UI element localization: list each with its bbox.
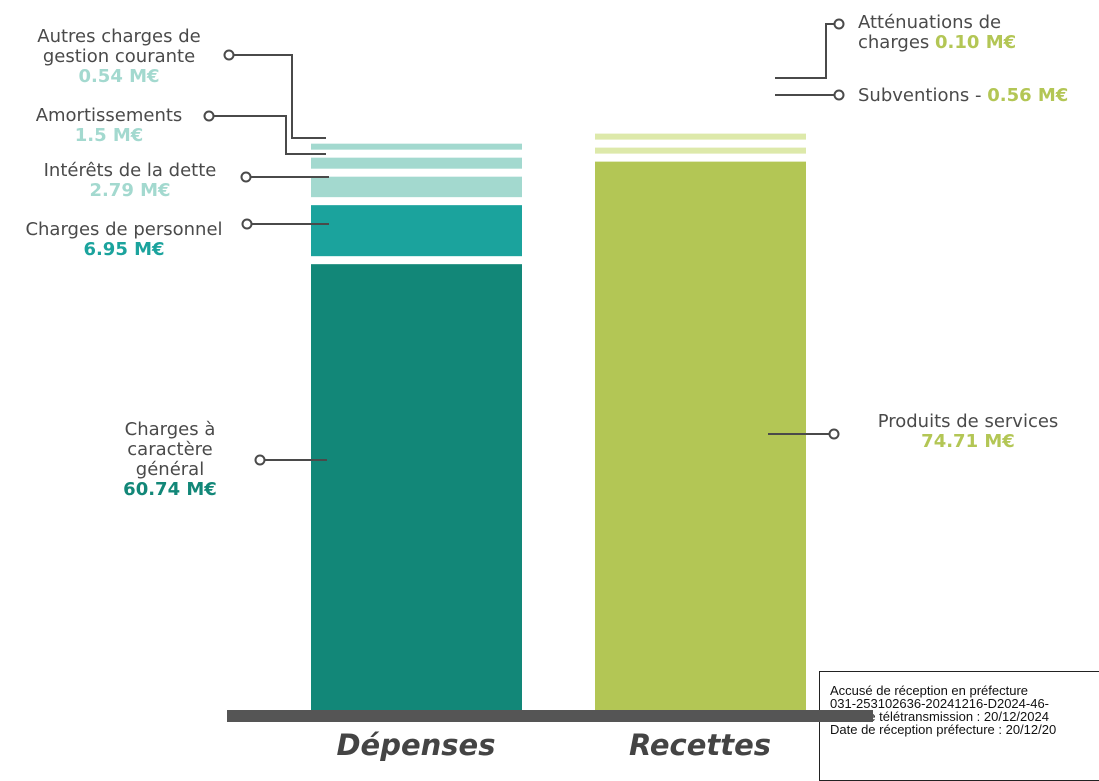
bar-recettes-segment-1 [595, 147, 806, 154]
bar-recettes-segment-0 [595, 161, 806, 710]
leader-line-autres [234, 54, 326, 139]
stamp-line-3: Date de télétransmission : 20/12/2024 [830, 709, 1049, 724]
bar-depenses-segment-2 [311, 176, 522, 198]
stamp-line-2: 031-253102636-20241216-D2024-46- [830, 696, 1050, 711]
label-interets-value: 2.79 M€ [89, 180, 171, 201]
baseline [227, 710, 827, 722]
label-interets: Intérêts de la dette 2.79 M€ [24, 161, 236, 201]
leader-lines [203, 18, 845, 466]
label-personnel-value: 6.95 M€ [83, 239, 165, 260]
leader-dot-personnel [241, 218, 253, 230]
label-produits: Produits de services 74.71 M€ [858, 412, 1078, 452]
label-autres-line1: Autres charges de [37, 26, 201, 47]
label-general-line1: Charges à [124, 419, 216, 440]
label-general: Charges à caractère général 60.74 M€ [90, 420, 250, 500]
label-attenuations-line1: Atténuations de [858, 12, 1002, 33]
label-autres: Autres charges de gestion courante 0.54 … [14, 27, 224, 87]
bar-depenses-segment-0 [311, 264, 522, 710]
label-general-line2: caractère [127, 439, 213, 460]
label-attenuations-word: charges [858, 32, 936, 53]
label-general-line3: général [135, 459, 205, 480]
stacked-bar-chart [203, 18, 845, 722]
label-attenuations-line2: charges 0.10 M€ [858, 33, 1088, 53]
label-amort: Amortissements 1.5 M€ [14, 106, 204, 146]
leader-dot-general [254, 454, 266, 466]
leader-dot-interets [240, 171, 252, 183]
bar-depenses-segment-4 [311, 143, 522, 150]
bar-recettes-segment-2 [595, 133, 806, 140]
category-label-recettes: Recettes [628, 728, 772, 762]
label-amort-name: Amortissements [35, 105, 183, 126]
reception-stamp: Accusé de réception en préfecture 031-25… [819, 671, 1099, 781]
label-subventions-value: 0.56 M€ [987, 85, 1069, 106]
leader-dot-autres [223, 49, 235, 61]
label-produits-name: Produits de services [877, 411, 1059, 432]
label-interets-name: Intérêts de la dette [43, 160, 217, 181]
label-subventions: Subventions - 0.56 M€ [858, 86, 1098, 106]
bar-depenses-segment-1 [311, 205, 522, 257]
category-label-depenses: Dépenses [336, 728, 496, 762]
leader-dot-attenuations [833, 18, 845, 30]
leader-dot-produits [828, 428, 840, 440]
baseline-overlap [819, 710, 873, 722]
label-produits-value: 74.71 M€ [921, 431, 1015, 452]
stamp-line-4: Date de réception préfecture : 20/12/20 [830, 722, 1057, 737]
bar-depenses-segment-3 [311, 157, 522, 169]
label-personnel: Charges de personnel 6.95 M€ [8, 220, 240, 260]
label-general-value: 60.74 M€ [123, 479, 217, 500]
label-amort-value: 1.5 M€ [74, 125, 144, 146]
stamp-line-1: Accusé de réception en préfecture [830, 683, 1029, 698]
label-autres-line2: gestion courante [42, 46, 196, 67]
bars-group [311, 133, 806, 710]
label-attenuations-value: 0.10 M€ [935, 32, 1017, 53]
label-personnel-name: Charges de personnel [25, 219, 223, 240]
leader-line-amort [214, 115, 326, 155]
label-autres-value: 0.54 M€ [78, 66, 160, 87]
label-attenuations: Atténuations de charges 0.10 M€ [858, 13, 1088, 53]
leader-dot-subventions [833, 89, 845, 101]
leader-dot-amort [203, 110, 215, 122]
label-subventions-name: Subventions - [858, 85, 988, 106]
leader-line-attenuations [775, 23, 834, 79]
